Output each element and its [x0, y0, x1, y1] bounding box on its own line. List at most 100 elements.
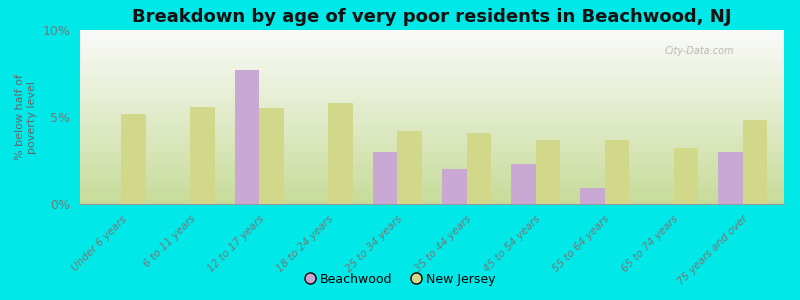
Bar [80, 44, 784, 46]
Bar [80, 147, 784, 148]
Bar [80, 160, 784, 162]
Bar [80, 136, 784, 138]
Bar [511, 164, 535, 204]
Bar [80, 185, 784, 187]
Bar [80, 122, 784, 124]
Bar [235, 70, 259, 204]
Bar [80, 105, 784, 106]
Bar [80, 164, 784, 166]
Bar [122, 113, 146, 204]
Bar [80, 54, 784, 56]
Bar [80, 195, 784, 197]
Bar [80, 56, 784, 58]
Bar [80, 141, 784, 143]
Bar [80, 190, 784, 192]
Bar [80, 89, 784, 91]
Bar [80, 155, 784, 157]
Bar [80, 75, 784, 77]
Bar [80, 35, 784, 37]
Bar [80, 34, 784, 35]
Bar [80, 145, 784, 147]
Bar [80, 103, 784, 105]
Text: City-Data.com: City-Data.com [665, 46, 734, 56]
Bar [80, 74, 784, 75]
Bar [80, 80, 784, 82]
Bar [80, 162, 784, 164]
Bar [80, 152, 784, 154]
Bar [80, 176, 784, 178]
Bar [80, 60, 784, 61]
Bar [80, 110, 784, 112]
Bar [80, 133, 784, 134]
Bar [80, 82, 784, 84]
Bar [718, 152, 742, 204]
Bar [80, 106, 784, 108]
Bar [580, 188, 605, 204]
Bar [742, 121, 766, 204]
Bar [80, 108, 784, 110]
Bar [442, 169, 466, 204]
Bar [80, 113, 784, 115]
Bar [80, 52, 784, 54]
Bar [80, 129, 784, 131]
Bar [80, 84, 784, 86]
Bar [80, 63, 784, 65]
Bar [80, 86, 784, 87]
Bar [80, 79, 784, 80]
Bar [80, 134, 784, 136]
Bar [80, 188, 784, 190]
Bar [190, 106, 214, 204]
Bar [80, 167, 784, 169]
Bar [80, 65, 784, 67]
Bar [80, 197, 784, 199]
Bar [80, 183, 784, 185]
Bar [466, 133, 490, 204]
Y-axis label: % below half of
poverty level: % below half of poverty level [15, 74, 37, 160]
Bar [80, 180, 784, 182]
Bar [80, 159, 784, 161]
Bar [80, 121, 784, 122]
Bar [80, 166, 784, 167]
Bar [80, 115, 784, 117]
Bar [80, 30, 784, 32]
Bar [80, 157, 784, 159]
Bar [80, 124, 784, 126]
Bar [80, 119, 784, 121]
Bar [374, 152, 398, 204]
Bar [80, 51, 784, 52]
Bar [329, 103, 353, 204]
Bar [80, 100, 784, 101]
Bar [80, 178, 784, 180]
Bar [80, 61, 784, 63]
Bar [80, 150, 784, 152]
Bar [80, 169, 784, 171]
Bar [80, 143, 784, 145]
Bar [80, 70, 784, 72]
Bar [80, 46, 784, 47]
Bar [80, 148, 784, 150]
Bar [80, 94, 784, 96]
Bar [80, 98, 784, 100]
Bar [80, 77, 784, 79]
Bar [674, 148, 698, 204]
Bar [80, 200, 784, 202]
Bar [80, 72, 784, 74]
Bar [80, 194, 784, 195]
Bar [80, 174, 784, 176]
Bar [80, 101, 784, 103]
Bar [80, 42, 784, 44]
Bar [80, 199, 784, 200]
Bar [80, 40, 784, 42]
Bar [80, 37, 784, 39]
Bar [80, 192, 784, 194]
Bar [80, 117, 784, 119]
Bar [80, 87, 784, 89]
Bar [80, 173, 784, 174]
Legend: Beachwood, New Jersey: Beachwood, New Jersey [300, 268, 500, 291]
Bar [80, 131, 784, 133]
Bar [80, 187, 784, 188]
Title: Breakdown by age of very poor residents in Beachwood, NJ: Breakdown by age of very poor residents … [132, 8, 732, 26]
Bar [80, 138, 784, 140]
Bar [80, 47, 784, 49]
Bar [605, 140, 629, 204]
